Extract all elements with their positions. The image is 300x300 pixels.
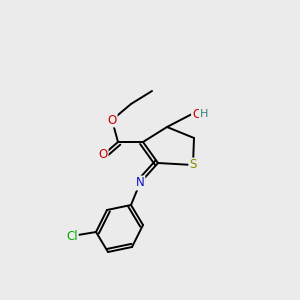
Text: H: H: [200, 109, 208, 119]
Text: S: S: [189, 158, 197, 172]
Text: O: O: [107, 113, 117, 127]
Text: Cl: Cl: [66, 230, 78, 242]
Text: O: O: [192, 107, 201, 121]
Text: O: O: [98, 148, 108, 161]
Text: N: N: [136, 176, 144, 190]
